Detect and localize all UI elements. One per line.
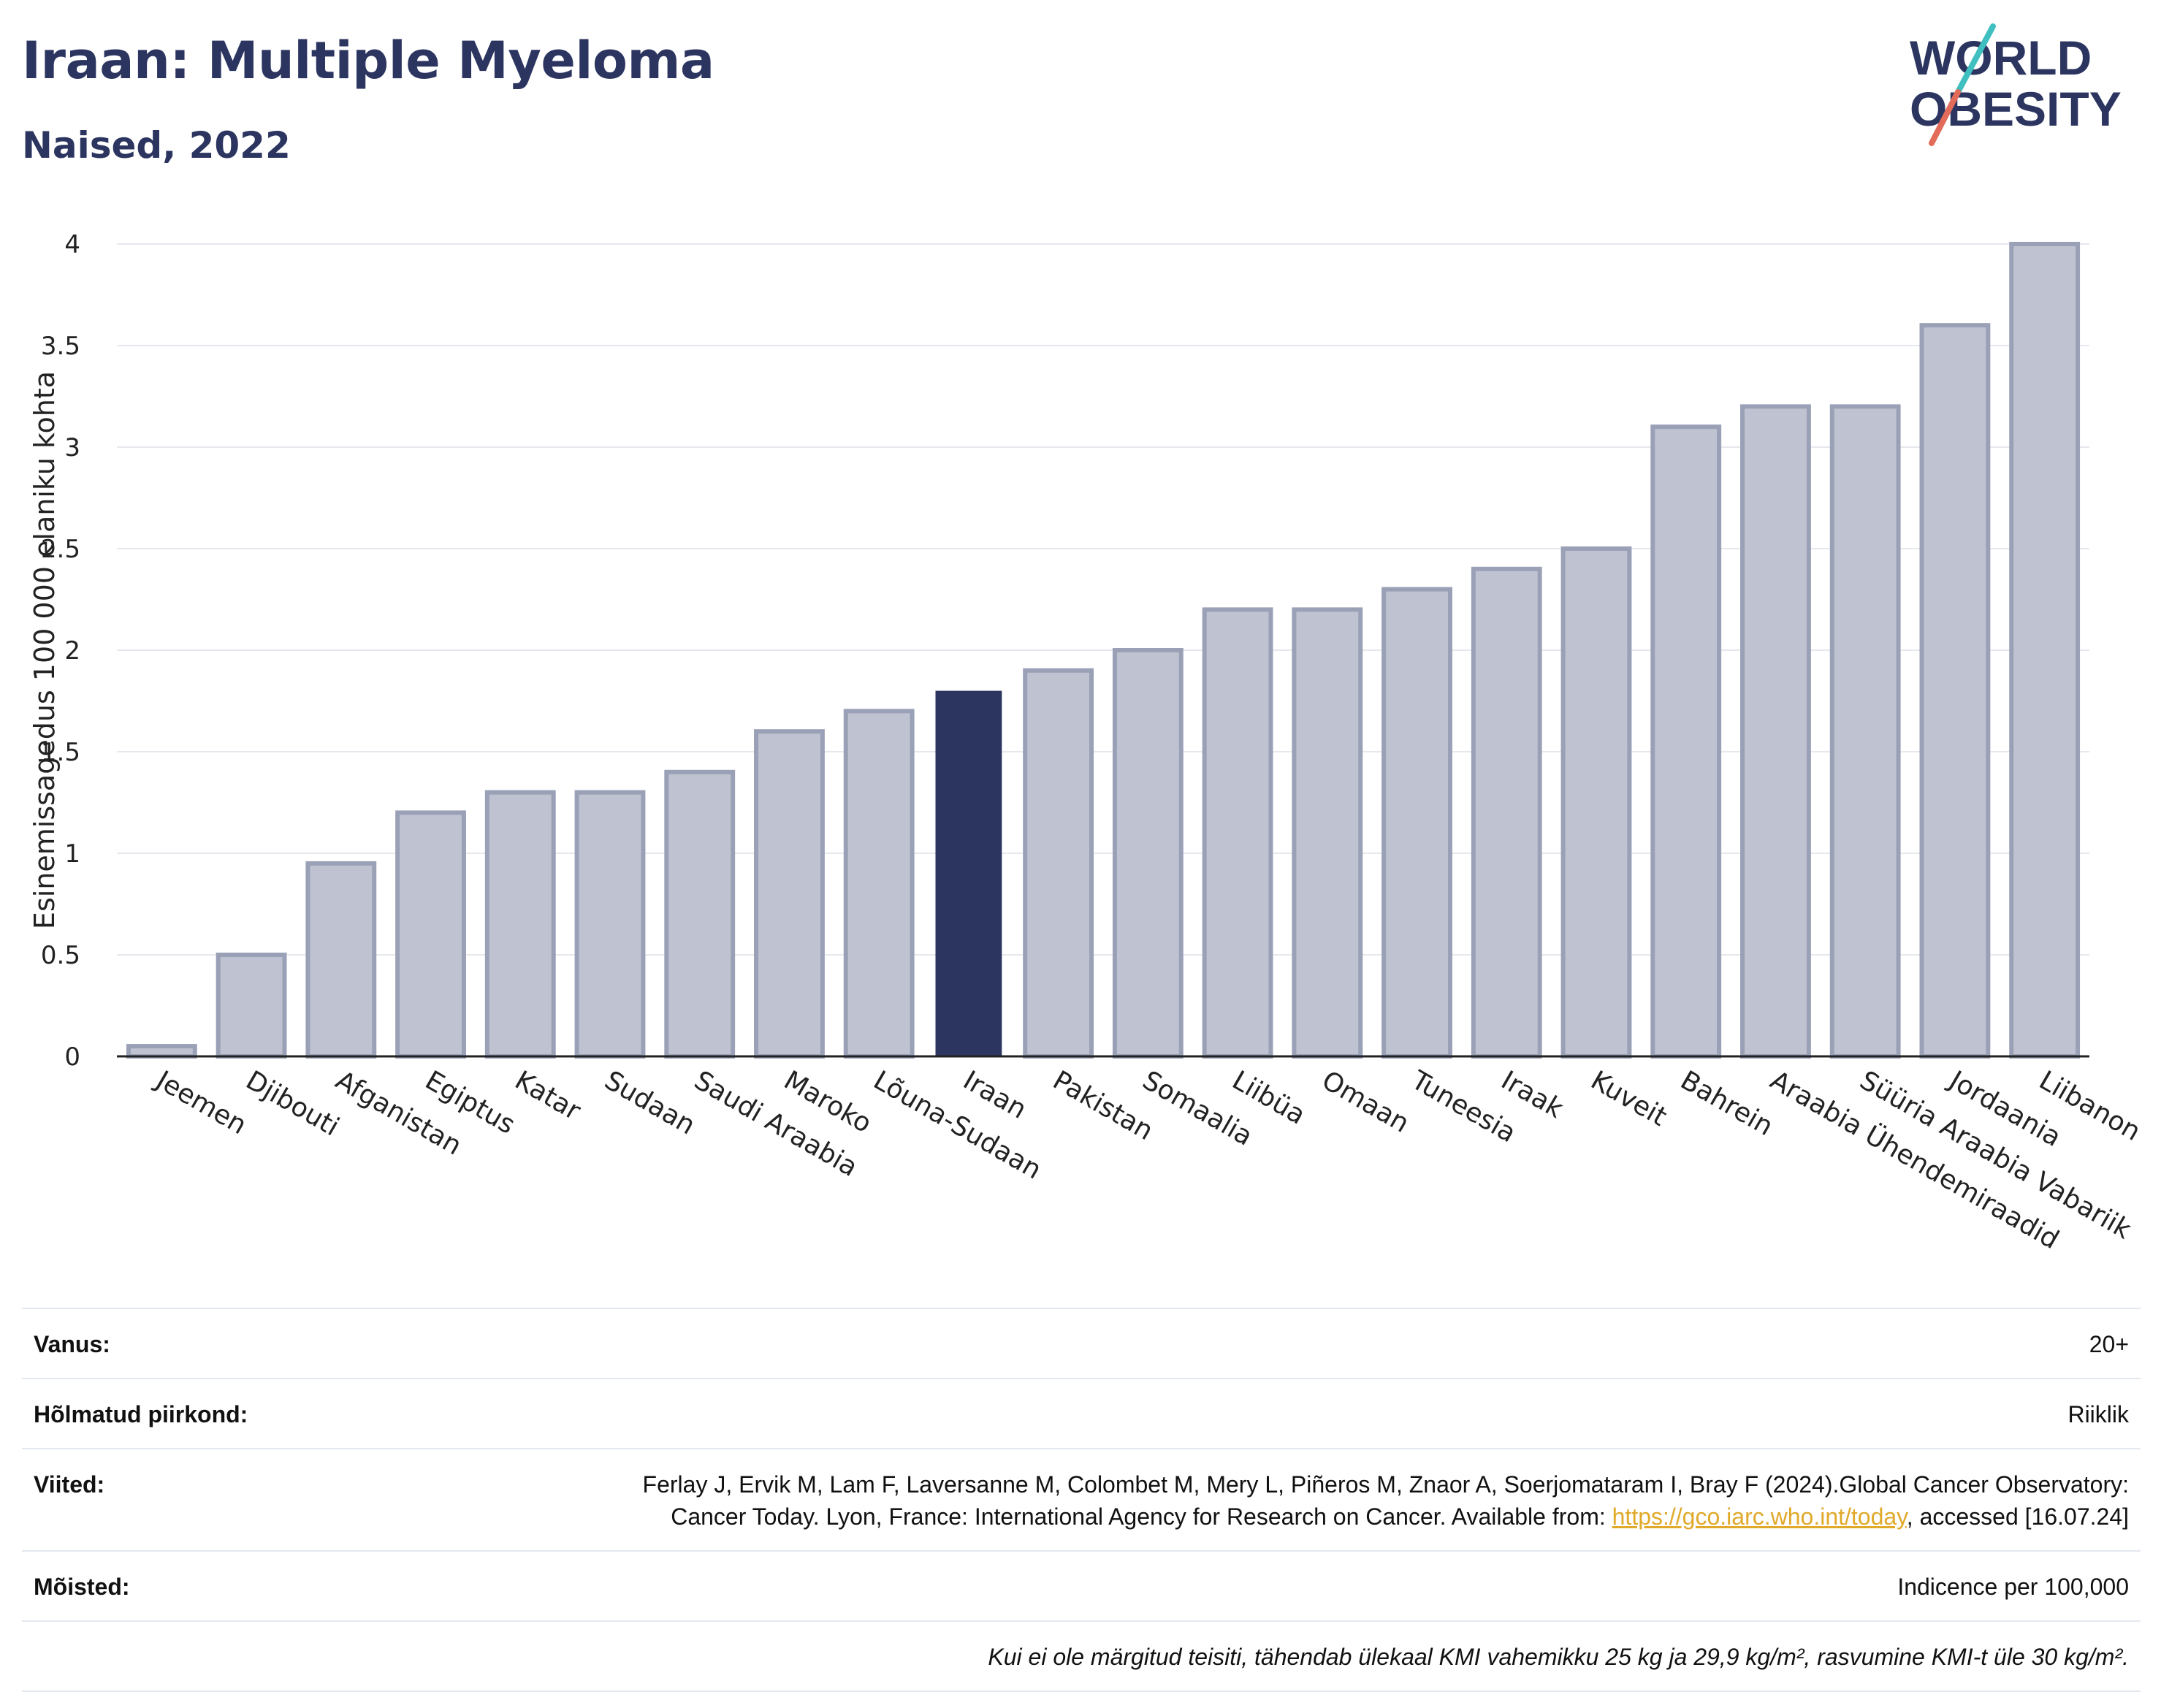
bar-katar[interactable] <box>484 790 556 1059</box>
references-label: Viited: <box>34 1471 105 1498</box>
bar-pakistan[interactable] <box>1023 668 1094 1059</box>
bar-s-ria-araabia-vabariik[interactable] <box>1829 404 1901 1059</box>
x-tick-label: Jeemen <box>150 1064 251 1140</box>
bar-kuveit[interactable] <box>1560 546 1632 1059</box>
bar-jeemen[interactable] <box>126 1044 197 1059</box>
x-tick-label: Omaan <box>1316 1065 1414 1139</box>
y-tick-label: 4 <box>64 230 80 259</box>
x-tick-label: Sudaan <box>600 1065 701 1140</box>
bar-somaalia[interactable] <box>1112 648 1184 1059</box>
meta-row-definitions: Mõisted: Indicence per 100,000 <box>22 1550 2141 1620</box>
bar-sudaan[interactable] <box>574 790 646 1059</box>
bmi-note: Kui ei ole märgitud teisiti, tähendab ül… <box>988 1644 2129 1670</box>
bar-l-una-sudaan[interactable] <box>843 709 915 1059</box>
y-tick-label: 0 <box>64 1042 80 1072</box>
bar-liibanon[interactable] <box>2009 242 2081 1059</box>
references-value: Ferlay J, Ervik M, Lam F, Laversanne M, … <box>595 1468 2129 1533</box>
x-tick-label: Djibouti <box>241 1065 344 1142</box>
meta-row-note: Kui ei ole märgitud teisiti, tähendab ül… <box>22 1620 2141 1692</box>
logo-slash-teal <box>1955 23 1996 95</box>
references-accessed: , accessed [16.07.24] <box>1906 1503 2129 1530</box>
y-axis-label: Esinemissagedus 100 000 elaniku kohta <box>28 371 61 929</box>
bar-afganistan[interactable] <box>305 861 377 1059</box>
y-tick-label: 0.5 <box>41 941 80 970</box>
references-link[interactable]: https://gco.iarc.who.int/today <box>1612 1503 1907 1530</box>
bar-araabia-hendemiraadid[interactable] <box>1740 404 1811 1059</box>
logo-slash-red <box>1929 89 1961 146</box>
x-tick-label: Kuveit <box>1586 1065 1672 1132</box>
age-value: 20+ <box>2089 1331 2129 1357</box>
bar-iraan[interactable] <box>935 690 1002 1056</box>
bar-saudi-araabia[interactable] <box>664 769 736 1059</box>
bar-omaan[interactable] <box>1292 607 1363 1059</box>
bar-iraak[interactable] <box>1471 566 1542 1059</box>
logo-line2: OBESITY <box>1910 82 2122 136</box>
y-tick-label: 3 <box>64 433 80 462</box>
bar-maroko[interactable] <box>754 729 825 1059</box>
chart-subtitle: Naised, 2022 <box>22 124 291 167</box>
x-tick-label: Pakistan <box>1048 1065 1158 1146</box>
meta-table: Vanus: 20+ Hõlmatud piirkond: Riiklik Vi… <box>22 1308 2141 1692</box>
bar-chart: 0 0.5 1 1.5 2 2.5 3 3.5 4 Esinemissagedus 100 000… <box>28 230 2146 1255</box>
x-tick-label: Bahrein <box>1675 1065 1777 1142</box>
definitions-label: Mõisted: <box>34 1574 130 1600</box>
y-tick-label: 1 <box>64 839 80 869</box>
coverage-label: Hõlmatud piirkond: <box>34 1401 248 1427</box>
chart-title: Iraan: Multiple Myeloma <box>22 31 714 91</box>
bar-djibouti[interactable] <box>216 953 287 1059</box>
y-tick-label: 2.5 <box>41 535 80 564</box>
bar-jordaania[interactable] <box>1919 323 1991 1059</box>
age-label: Vanus: <box>34 1331 110 1357</box>
bar-egiptus[interactable] <box>395 810 466 1059</box>
y-tick-label: 3.5 <box>41 332 80 361</box>
definitions-value: Indicence per 100,000 <box>1897 1574 2129 1600</box>
world-obesity-logo: WORLD OBESITY <box>1910 23 2122 146</box>
meta-row-references: Viited: Ferlay J, Ervik M, Lam F, Lavers… <box>22 1448 2141 1550</box>
bar-liib-a[interactable] <box>1202 607 1273 1059</box>
coverage-value: Riiklik <box>2067 1401 2129 1427</box>
references-text: Ferlay J, Ervik M, Lam F, Laversanne M, … <box>642 1471 2129 1530</box>
x-tick-label: Katar <box>510 1065 586 1126</box>
bar-tuneesia[interactable] <box>1381 587 1452 1059</box>
x-tick-label: Lõuna-Sudaan <box>869 1065 1047 1185</box>
meta-row-age: Vanus: 20+ <box>22 1308 2141 1378</box>
logo-line1: WORLD <box>1910 31 2092 85</box>
y-tick-label: 1.5 <box>41 738 80 767</box>
meta-row-coverage: Hõlmatud piirkond: Riiklik <box>22 1378 2141 1448</box>
bar-bahrein[interactable] <box>1650 424 1722 1059</box>
y-tick-label: 2 <box>64 636 80 666</box>
